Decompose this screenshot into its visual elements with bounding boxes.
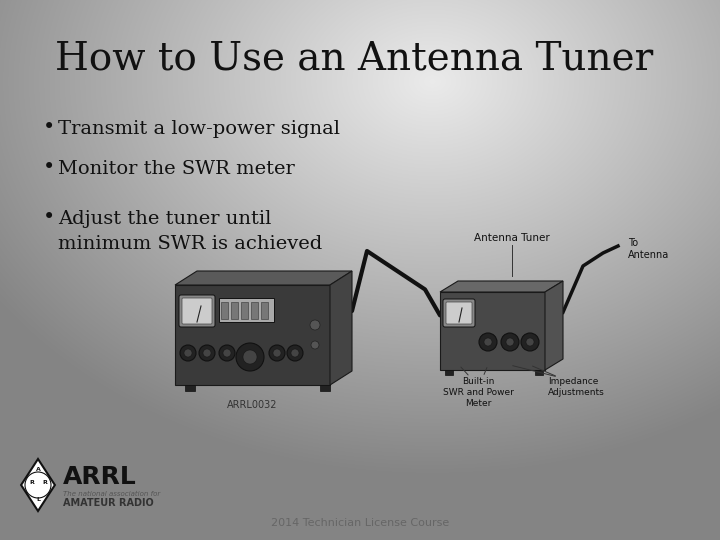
Polygon shape bbox=[440, 281, 563, 292]
Text: Transmit a low-power signal: Transmit a low-power signal bbox=[58, 120, 340, 138]
Text: •: • bbox=[43, 157, 55, 177]
FancyBboxPatch shape bbox=[446, 302, 472, 324]
Text: L: L bbox=[36, 497, 40, 502]
Circle shape bbox=[269, 345, 285, 361]
Text: AMATEUR RADIO: AMATEUR RADIO bbox=[63, 498, 153, 508]
Circle shape bbox=[521, 333, 539, 351]
Circle shape bbox=[506, 338, 514, 346]
FancyBboxPatch shape bbox=[179, 295, 215, 327]
Bar bbox=[231, 302, 238, 319]
Circle shape bbox=[501, 333, 519, 351]
Text: Built-in
SWR and Power
Meter: Built-in SWR and Power Meter bbox=[443, 377, 513, 408]
Polygon shape bbox=[545, 281, 563, 370]
Circle shape bbox=[223, 349, 231, 357]
Bar bbox=[535, 370, 543, 375]
Polygon shape bbox=[440, 292, 545, 370]
Text: A: A bbox=[35, 467, 40, 472]
Bar bbox=[219, 298, 274, 322]
Text: •: • bbox=[43, 207, 55, 227]
Polygon shape bbox=[330, 271, 352, 385]
Polygon shape bbox=[175, 271, 352, 285]
Bar bbox=[261, 302, 268, 319]
Polygon shape bbox=[175, 285, 330, 385]
Circle shape bbox=[236, 343, 264, 371]
Circle shape bbox=[184, 349, 192, 357]
Polygon shape bbox=[21, 459, 55, 511]
Circle shape bbox=[291, 349, 299, 357]
Text: ARRL0032: ARRL0032 bbox=[228, 400, 278, 410]
Text: The national association for: The national association for bbox=[63, 491, 160, 497]
Text: 2014 Technician License Course: 2014 Technician License Course bbox=[271, 518, 449, 528]
Circle shape bbox=[310, 320, 320, 330]
Text: How to Use an Antenna Tuner: How to Use an Antenna Tuner bbox=[55, 40, 653, 77]
Bar bbox=[445, 370, 453, 375]
Text: R: R bbox=[42, 480, 47, 485]
Bar bbox=[185, 385, 195, 391]
Circle shape bbox=[526, 338, 534, 346]
Text: Adjust the tuner until
minimum SWR is achieved: Adjust the tuner until minimum SWR is ac… bbox=[58, 210, 323, 253]
Circle shape bbox=[219, 345, 235, 361]
Bar bbox=[241, 302, 248, 319]
Circle shape bbox=[180, 345, 196, 361]
Text: To
Antenna: To Antenna bbox=[628, 238, 670, 260]
Circle shape bbox=[484, 338, 492, 346]
Text: Monitor the SWR meter: Monitor the SWR meter bbox=[58, 160, 294, 178]
Text: R: R bbox=[29, 480, 34, 485]
FancyBboxPatch shape bbox=[443, 299, 475, 327]
Bar bbox=[320, 385, 330, 391]
Circle shape bbox=[199, 345, 215, 361]
Bar bbox=[251, 302, 258, 319]
Circle shape bbox=[287, 345, 303, 361]
Text: ARRL: ARRL bbox=[63, 465, 137, 489]
Bar bbox=[221, 302, 228, 319]
Text: •: • bbox=[43, 117, 55, 137]
FancyBboxPatch shape bbox=[182, 298, 212, 324]
Text: Antenna Tuner: Antenna Tuner bbox=[474, 233, 549, 243]
Circle shape bbox=[203, 349, 211, 357]
Circle shape bbox=[243, 350, 257, 364]
Text: Impedance
Adjustments: Impedance Adjustments bbox=[548, 377, 605, 397]
Circle shape bbox=[273, 349, 281, 357]
Circle shape bbox=[311, 341, 319, 349]
Circle shape bbox=[479, 333, 497, 351]
